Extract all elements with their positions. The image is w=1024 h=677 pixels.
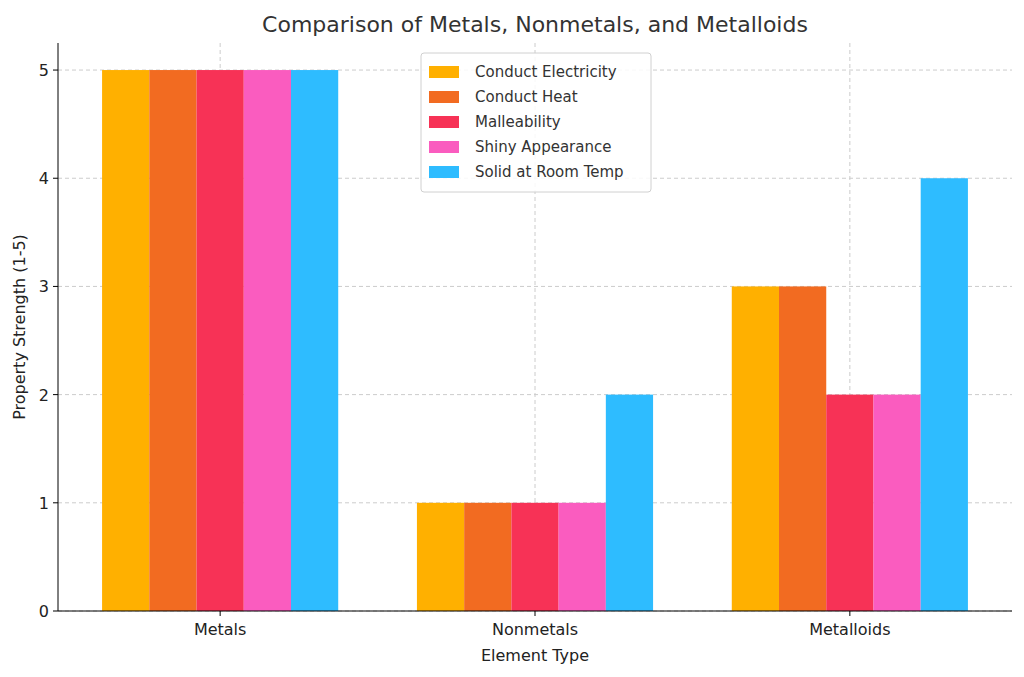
x-tick bbox=[535, 611, 536, 616]
page: {"chart_data": {"type": "bar", "title": … bbox=[0, 0, 1024, 677]
y-tick-label: 0 bbox=[39, 602, 49, 621]
legend: Conduct Electricity Conduct Heat Malleabil… bbox=[421, 53, 651, 192]
y-tick-label: 2 bbox=[39, 386, 49, 405]
y-axis-line bbox=[58, 43, 59, 611]
legend-swatch bbox=[429, 166, 459, 178]
bar bbox=[149, 70, 196, 611]
chart-container: 0 1 2 3 4 5 Metals Nonmetals Metalloids Compariso… bbox=[0, 0, 1024, 677]
x-axis-label: Element Type bbox=[481, 646, 589, 665]
bar bbox=[244, 70, 291, 611]
x-tick bbox=[220, 611, 221, 616]
legend-label: Conduct Heat bbox=[475, 88, 578, 106]
legend-label: Malleability bbox=[475, 113, 561, 131]
x-tick-label: Metals bbox=[194, 620, 247, 639]
legend-swatch bbox=[429, 116, 459, 128]
bar bbox=[559, 503, 606, 611]
y-tick-label: 3 bbox=[39, 277, 49, 296]
bar bbox=[102, 70, 149, 611]
bar bbox=[291, 70, 338, 611]
axes: 0 1 2 3 4 5 Metals Nonmetals Metalloids bbox=[39, 43, 1012, 639]
y-tick-label: 1 bbox=[39, 494, 49, 513]
bar bbox=[873, 395, 920, 611]
bar bbox=[417, 503, 464, 611]
bar bbox=[606, 395, 653, 611]
bar bbox=[921, 178, 968, 611]
bar bbox=[197, 70, 244, 611]
y-tick bbox=[53, 70, 58, 71]
chart-svg: 0 1 2 3 4 5 Metals Nonmetals Metalloids Compariso… bbox=[0, 0, 1024, 677]
grid bbox=[58, 43, 1012, 611]
x-tick-label: Metalloids bbox=[809, 620, 890, 639]
y-tick-label: 5 bbox=[39, 61, 49, 80]
y-axis-label: Property Strength (1-5) bbox=[10, 234, 29, 420]
legend-label: Shiny Appearance bbox=[475, 138, 611, 156]
x-tick bbox=[849, 611, 850, 616]
bar bbox=[732, 286, 779, 611]
y-tick bbox=[53, 394, 58, 395]
bars bbox=[102, 70, 968, 611]
bar bbox=[511, 503, 558, 611]
bar bbox=[779, 286, 826, 611]
title: Comparison of Metals, Nonmetals, and Met… bbox=[262, 12, 808, 37]
y-tick bbox=[53, 286, 58, 287]
bar bbox=[464, 503, 511, 611]
y-tick-label: 4 bbox=[39, 169, 49, 188]
legend-box bbox=[421, 53, 651, 192]
legend-label: Conduct Electricity bbox=[475, 63, 617, 81]
y-tick bbox=[53, 178, 58, 179]
y-tick bbox=[53, 502, 58, 503]
x-tick-label: Nonmetals bbox=[492, 620, 578, 639]
legend-label: Solid at Room Temp bbox=[475, 163, 624, 181]
legend-swatch bbox=[429, 141, 459, 153]
legend-swatch bbox=[429, 91, 459, 103]
legend-swatch bbox=[429, 66, 459, 78]
y-tick bbox=[53, 611, 58, 612]
bar bbox=[826, 395, 873, 611]
